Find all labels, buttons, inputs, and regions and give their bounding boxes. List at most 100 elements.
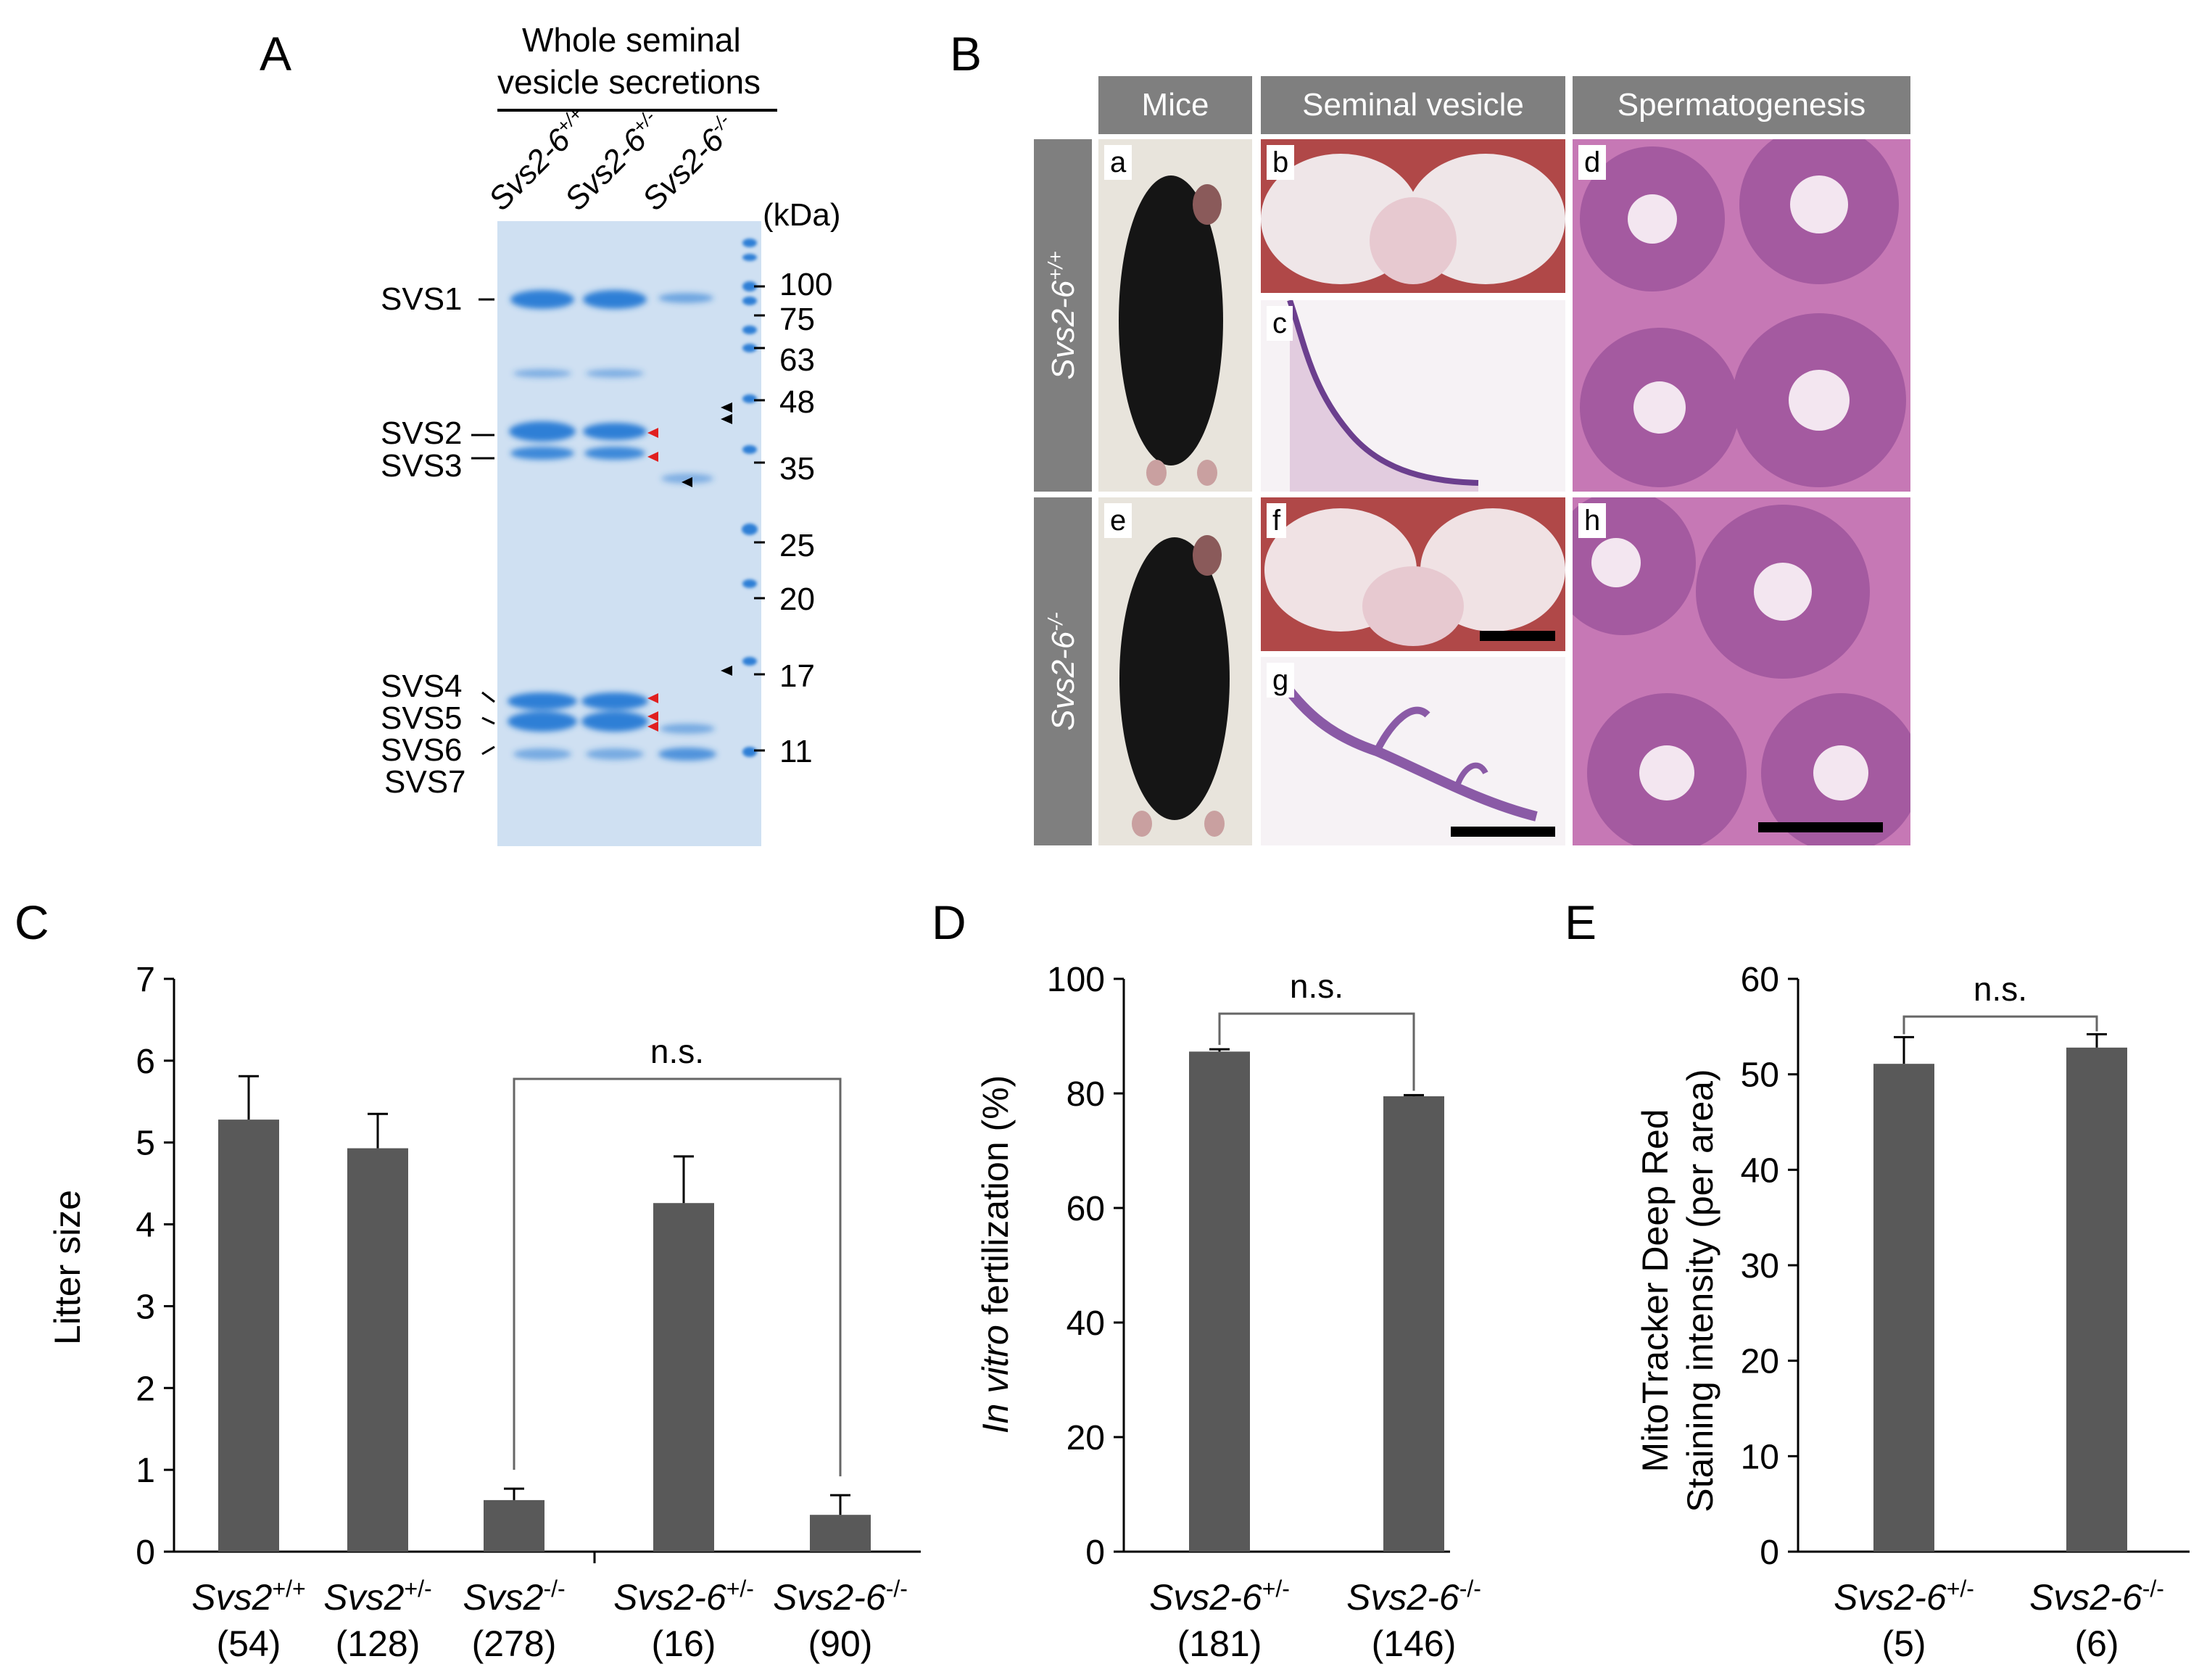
kda-label: (kDa) [763,197,841,233]
y-tick-label: 10 [1741,1438,1779,1476]
panel-label-d: D [932,895,966,949]
column-header-mice: Mice [1098,76,1252,134]
band-label-svs4: SVS4 [381,669,463,704]
marker-63: 63 [779,342,815,378]
band-label-svs6: SVS6 [381,732,463,768]
significance-label: n.s. [1290,967,1343,1005]
category-label-1: Svs2-6-/- [2029,1576,2164,1618]
category-label-0: Svs2-6+/- [1149,1576,1290,1618]
scale-bar-g [1451,827,1555,837]
photo-seminal-vesicle-gross-wild-type: b [1261,139,1565,293]
y-tick-label: 50 [1741,1056,1779,1095]
y-tick-label: 1 [136,1452,155,1490]
bar-1 [1383,1096,1444,1552]
category-count-0: (181) [1177,1623,1262,1664]
photo-letter-d: d [1578,145,1607,180]
category-count-2: (278) [472,1623,557,1664]
marker-11: 11 [779,734,813,769]
category-count-1: (128) [336,1623,421,1664]
marker-75: 75 [779,302,815,337]
marker-20: 20 [779,582,815,617]
y-tick-label: 0 [136,1534,155,1572]
category-label-4: Svs2-6-/- [773,1576,908,1618]
gel-header-line2: vesicle secretions [497,63,761,101]
row-header-wild-type: Svs2-6+/+ [1034,139,1092,492]
significance-bracket [513,1077,842,1477]
chart-litter-size: 0 1 2 3 4 5 6 7 Svs2+/+ (54) Svs2+/- (128) Svs2-/- (2… [47,961,921,1664]
band-label-svs1: SVS1 [381,281,463,317]
y-tick-label: 20 [1067,1419,1105,1457]
bar-0 [218,1120,279,1552]
photo-testis-knockout: h [1573,497,1910,845]
marker-35: 35 [779,451,815,487]
category-count-0: (5) [1881,1623,1926,1664]
panel-label-e: E [1565,895,1597,949]
y-tick-label: 7 [136,961,155,999]
y-axis-title-line1: MitoTracker Deep Red [1635,1109,1676,1472]
category-label-1: Svs2+/- [323,1576,431,1618]
gel-image [497,221,761,846]
marker-100: 100 [779,267,833,302]
chart-mitotracker: 0 10 20 30 40 50 60 Svs2-6+/- (5) Svs2-6-/- (6) Mit… [1635,961,2190,1664]
panel-label-b: B [950,27,982,80]
bar-1 [2066,1047,2127,1552]
bar-0 [1189,1051,1250,1552]
y-tick-label: 20 [1741,1343,1779,1381]
category-label-1: Svs2-6-/- [1346,1576,1481,1618]
photo-mouse-wild-type: a [1098,139,1252,492]
scale-bar-h [1758,822,1883,832]
panel-label-c: C [15,895,49,949]
band-label-svs7: SVS7 [384,764,466,800]
y-tick-label: 30 [1741,1247,1779,1286]
band-label-svs3: SVS3 [381,448,463,484]
category-label-2: Svs2-/- [463,1576,565,1618]
category-count-3: (16) [652,1623,716,1664]
y-axis-title: Litter size [47,1190,88,1345]
gel-header-line1: Whole seminal [522,21,741,59]
photo-letter-h: h [1578,503,1607,538]
category-count-0: (54) [217,1623,281,1664]
marker-48: 48 [779,384,815,420]
photo-letter-g: g [1267,663,1295,698]
y-tick-label: 40 [1067,1304,1105,1343]
significance-bracket [1218,1012,1415,1091]
photo-seminal-vesicle-section-knockout: g [1261,657,1565,845]
y-axis-title: In vitro fertilization (%) [975,1075,1016,1434]
band-label-svs2: SVS2 [381,415,463,451]
y-tick-label: 60 [1067,1190,1105,1228]
marker-25: 25 [779,528,815,563]
panel-label-a: A [260,27,292,80]
chart-in-vitro-fertilization: 0 20 40 60 80 100 Svs2-6+/- (181) Svs2-6-/- (146)… [975,961,1481,1664]
bar-3 [653,1203,714,1552]
bar-0 [1873,1064,1934,1552]
photo-letter-a: a [1104,145,1132,180]
y-tick-label: 60 [1741,961,1779,999]
column-header-spermatogenesis: Spermatogenesis [1573,76,1910,134]
y-axis-title-line2: Staining intensity (per area) [1680,1069,1720,1512]
photo-seminal-vesicle-section-wild-type: c [1261,300,1565,492]
photo-letter-e: e [1104,503,1132,538]
column-header-seminal-vesicle: Seminal vesicle [1261,76,1565,134]
gel-annotations [471,285,765,756]
photo-seminal-vesicle-gross-knockout: f [1261,497,1565,651]
y-tick-label: 3 [136,1288,155,1326]
y-tick-label: 6 [136,1043,155,1081]
photo-mouse-knockout: e [1098,497,1252,845]
category-label-0: Svs2-6+/- [1834,1576,1974,1618]
y-tick-label: 0 [1085,1534,1105,1572]
y-tick-label: 40 [1741,1151,1779,1190]
band-label-svs5: SVS5 [381,700,463,736]
y-tick-label: 0 [1760,1534,1779,1572]
significance-label: n.s. [1974,970,2027,1008]
marker-17: 17 [779,658,815,694]
gel-header-underline [497,109,777,112]
category-count-1: (6) [2074,1623,2119,1664]
category-count-4: (90) [808,1623,873,1664]
y-tick-label: 80 [1067,1075,1105,1114]
y-tick-label: 100 [1047,961,1105,999]
y-tick-label: 4 [136,1207,155,1245]
bar-2 [484,1499,544,1552]
significance-bracket [1902,1015,2098,1035]
y-tick-label: 2 [136,1370,155,1408]
bar-4 [810,1515,871,1552]
